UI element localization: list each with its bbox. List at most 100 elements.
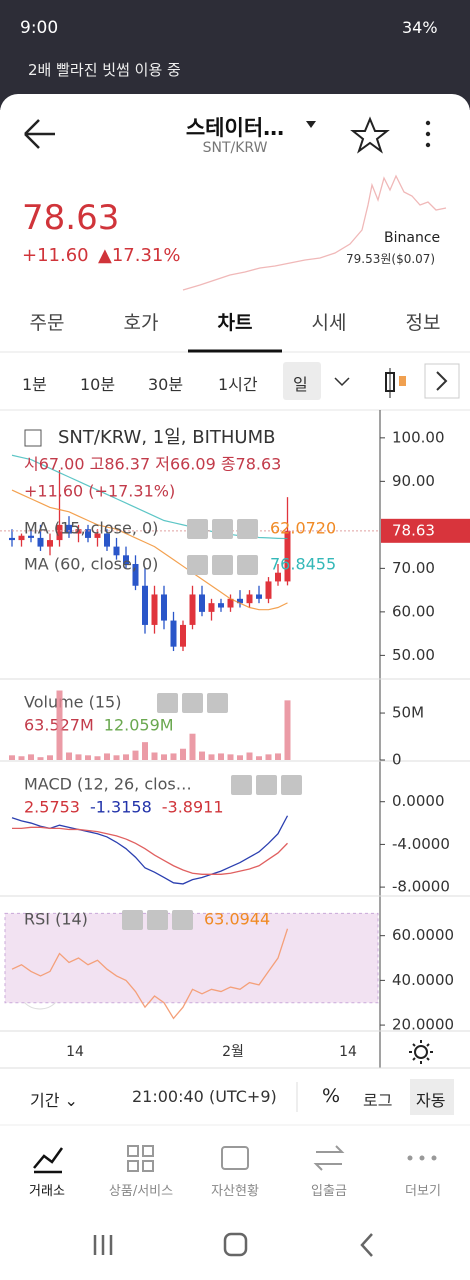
candle-body bbox=[237, 598, 243, 604]
volume-bar bbox=[237, 755, 243, 760]
legend-button[interactable] bbox=[187, 555, 208, 575]
legend-button[interactable] bbox=[172, 910, 193, 930]
nav-icon[interactable] bbox=[221, 1146, 249, 1170]
nav[interactable]: 더보기 bbox=[405, 1184, 441, 1199]
legend-button[interactable] bbox=[212, 519, 233, 539]
nav[interactable]: 자산현황 bbox=[211, 1184, 259, 1199]
y-tick-label: 90.00 bbox=[392, 472, 435, 490]
candle-body bbox=[28, 535, 34, 538]
legend-button[interactable] bbox=[187, 519, 208, 539]
volume-bar bbox=[265, 754, 272, 760]
candle-body bbox=[189, 594, 196, 625]
period[interactable]: 기간 ⌄ bbox=[30, 1091, 78, 1110]
legend-value: -1.3158 bbox=[90, 798, 152, 817]
candle-body bbox=[9, 537, 15, 541]
legend-button[interactable] bbox=[157, 693, 178, 713]
volume-bar bbox=[113, 755, 120, 760]
y-tick-label: 100.00 bbox=[392, 428, 445, 446]
nav-icon[interactable] bbox=[313, 1145, 345, 1171]
candle-body bbox=[199, 594, 205, 612]
next-button[interactable] bbox=[424, 363, 460, 399]
volume-bar bbox=[161, 754, 167, 760]
nav-icon[interactable] bbox=[33, 1147, 64, 1174]
y-tick-label: 20.0000 bbox=[392, 1016, 454, 1034]
sys-home[interactable] bbox=[223, 1232, 248, 1257]
volume-bar bbox=[284, 700, 291, 760]
dropdown-icon[interactable] bbox=[306, 121, 316, 128]
legend-button[interactable] bbox=[147, 910, 168, 930]
menu-icon[interactable] bbox=[425, 120, 431, 148]
legend-button[interactable] bbox=[256, 775, 277, 795]
tab[interactable]: 차트 bbox=[217, 312, 253, 334]
exchange-price: 79.53원($0.07) bbox=[346, 252, 436, 266]
tab[interactable]: 시세 bbox=[311, 312, 347, 334]
status-area bbox=[0, 0, 470, 110]
sys-back[interactable] bbox=[360, 1233, 373, 1257]
legend-button[interactable] bbox=[281, 775, 302, 795]
interval[interactable]: 일 bbox=[293, 375, 308, 394]
candle-body bbox=[218, 603, 224, 608]
panel-title: Volume (15) bbox=[24, 693, 121, 712]
volume-bar bbox=[132, 750, 139, 760]
interval[interactable]: 30분 bbox=[148, 375, 184, 394]
volume-bar bbox=[142, 742, 148, 760]
candle-body bbox=[275, 572, 281, 582]
percent[interactable]: % bbox=[322, 1085, 341, 1107]
legend-button[interactable] bbox=[207, 693, 228, 713]
legend-button[interactable] bbox=[231, 775, 252, 795]
volume-bar bbox=[227, 754, 234, 760]
legend-value: 76.8455 bbox=[270, 555, 336, 574]
legend-button[interactable] bbox=[212, 555, 233, 575]
clock: 21:00:40 (UTC+9) bbox=[132, 1087, 277, 1106]
candle-body bbox=[180, 624, 186, 647]
y-tick-label: -8.0000 bbox=[392, 878, 450, 896]
volume-bar bbox=[47, 755, 53, 760]
volume-bar bbox=[199, 751, 205, 760]
volume-bar bbox=[104, 753, 110, 760]
auto-button[interactable] bbox=[410, 1079, 454, 1115]
interval[interactable]: 1분 bbox=[22, 375, 47, 394]
interval-selected bbox=[283, 362, 321, 400]
log[interactable]: 로그 bbox=[363, 1091, 393, 1110]
indicator-line bbox=[11, 815, 289, 885]
candle-body bbox=[94, 533, 101, 538]
star-icon[interactable] bbox=[350, 116, 390, 154]
legend-button[interactable] bbox=[122, 910, 143, 930]
candle-body bbox=[18, 535, 25, 541]
y-tick-label: 50.00 bbox=[392, 646, 435, 664]
nav[interactable]: 입출금 bbox=[311, 1184, 347, 1199]
candle-body bbox=[284, 530, 291, 582]
legend-button[interactable] bbox=[237, 519, 258, 539]
panel-title: MACD (12, 26, clos… bbox=[24, 775, 192, 794]
volume-bar bbox=[151, 752, 158, 760]
interval[interactable]: 1시간 bbox=[218, 375, 258, 394]
nav[interactable]: 거래소 bbox=[29, 1184, 65, 1199]
tab[interactable]: 호가 bbox=[123, 312, 159, 334]
back-icon[interactable] bbox=[24, 119, 55, 149]
legend-button[interactable] bbox=[237, 555, 258, 575]
volume-bar bbox=[56, 690, 63, 760]
candle-icon[interactable] bbox=[385, 368, 406, 398]
nav-icon[interactable] bbox=[407, 1155, 437, 1161]
legend-name: MA (60, close, 0) bbox=[24, 555, 158, 574]
legend-button[interactable] bbox=[182, 693, 203, 713]
candle-body bbox=[132, 564, 139, 586]
coin-pair: SNT/KRW bbox=[202, 140, 268, 156]
interval[interactable]: 10분 bbox=[80, 375, 116, 394]
nav[interactable]: 상품/서비스 bbox=[108, 1184, 174, 1199]
interval-more[interactable] bbox=[334, 377, 350, 387]
candle-body bbox=[246, 594, 253, 604]
y-tick-label: 50M bbox=[392, 704, 424, 722]
tab[interactable]: 정보 bbox=[405, 312, 441, 334]
tab[interactable]: 주문 bbox=[29, 312, 65, 334]
sys-recent[interactable] bbox=[93, 1235, 113, 1255]
volume-bar bbox=[246, 752, 253, 760]
legend-value: 12.059M bbox=[104, 716, 174, 735]
settings-icon[interactable] bbox=[409, 1040, 433, 1064]
last-price-tag bbox=[381, 518, 470, 543]
volume-bar bbox=[180, 748, 186, 760]
auto[interactable]: 자동 bbox=[416, 1091, 446, 1110]
nav-icon[interactable] bbox=[127, 1145, 154, 1172]
volume-bar bbox=[123, 754, 129, 760]
